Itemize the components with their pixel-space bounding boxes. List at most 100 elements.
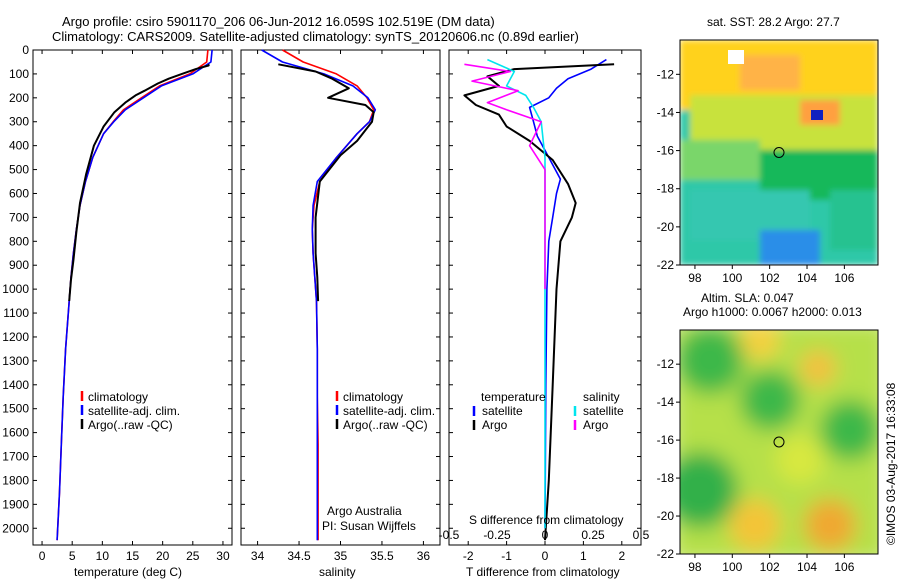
temp-series-1 [56,49,213,541]
sla-map-ytick-label: -16 [657,433,675,447]
sst-map-ytick-label: -18 [657,182,675,196]
diff-top-tick-label: -0.25 [483,528,511,542]
sal-xtick-label: 34.5 [287,549,311,563]
diff-legend-heading: salinity [583,390,620,404]
diff-top-tick-label: -0.5 [439,528,460,542]
sla-field [680,330,878,554]
depth-tick-label: 900 [9,258,29,272]
sst-field [680,40,878,265]
sst-map-ytick-label: -20 [657,220,675,234]
sal-xtick-label: 34 [251,549,265,563]
temp-xtick-label: 10 [96,549,110,563]
sst-map-xtick-label: 104 [797,271,817,285]
sst-map-xtick-label: 106 [834,271,854,285]
temp-legend-label: satellite-adj. clim. [88,404,180,418]
sal-legend-label: Argo(..raw -QC) [343,418,428,432]
credit-text: ©IMOS 03-Aug-2017 16:33:08 [884,382,898,545]
depth-tick-label: 2000 [2,521,29,535]
sst-shade [740,55,800,90]
sla-shade [800,350,836,386]
temp-xtick-label: 0 [39,549,46,563]
map-layer: 98 100 102 104 106 -12 -14 -16 -18 -20 -22 98 100 102… [657,39,879,574]
temp-xtick-label: 25 [186,549,200,563]
temp-xlabel: temperature (deg C) [74,565,182,579]
depth-tick-label: 1900 [2,497,29,511]
plot-layer: 0100200300400500600700800900100011001200… [2,43,649,563]
temp-legend-label: Argo(..raw -QC) [88,418,173,432]
sst-shade [760,230,820,265]
figure-title-line2: Climatology: CARS2009. Satellite-adjuste… [52,29,579,44]
depth-tick-label: 300 [9,115,29,129]
map1-title: sat. SST: 28.2 Argo: 27.7 [707,15,840,29]
sla-map-ytick-label: -12 [657,357,675,371]
diff-series-0 [528,58,607,529]
temp-xtick-label: 5 [69,549,76,563]
diff-xtick-label: 0 [542,549,549,563]
sla-shade [740,330,780,360]
diff-top-label: S difference from climatology [469,513,624,527]
depth-tick-label: 800 [9,234,29,248]
temp-axes-frame [32,49,233,546]
sal-xtick-label: 35 [334,549,348,563]
depth-tick-label: 1200 [2,330,29,344]
diff-xlabel: T difference from climatology [466,565,620,579]
diff-top-tick-label: 0.25 [581,528,605,542]
sal-series-1 [261,49,377,541]
sal-xtick-label: 35.5 [370,549,394,563]
figure-title-line1: Argo profile: csiro 5901170_206 06-Jun-2… [62,14,495,29]
sla-shade [729,499,781,551]
sal-annotation-2: PI: Susan Wijffels [322,519,416,533]
depth-tick-label: 200 [9,91,29,105]
sla-shade [740,370,800,430]
depth-tick-label: 1500 [2,402,29,416]
text-layer: sat. SST: 28.2 Argo: 27.7 Altim. SLA: 0.… [74,15,898,579]
diff-xtick-label: -1 [501,549,512,563]
depth-tick-label: 1700 [2,450,29,464]
diff-legend-label: Argo [583,418,609,432]
sst-map-ytick-label: -12 [657,67,675,81]
depth-tick-label: 0 [22,43,29,57]
sla-map-ytick-label: -18 [657,471,675,485]
sla-shade [680,330,744,394]
sst-map-ytick-label: -16 [657,144,675,158]
depth-tick-label: 700 [9,210,29,224]
sla-map-xtick-label: 106 [834,560,854,574]
sal-xtick-label: 36 [417,549,431,563]
sst-shading [680,40,878,265]
map2-subtitle: Argo h1000: 0.0067 h2000: 0.013 [683,305,862,319]
temp-series-0 [56,49,209,541]
diff-legend-heading: temperature [481,390,546,404]
sla-shading [680,330,878,554]
depth-tick-label: 1100 [3,306,29,320]
sst-shade [680,140,760,180]
temp-xtick-label: 20 [156,549,170,563]
sla-map-xtick-label: 100 [722,560,742,574]
sla-map-xtick-label: 104 [797,560,817,574]
depth-tick-label: 1400 [2,378,29,392]
sla-map-xtick-label: 102 [760,560,780,574]
depth-tick-label: 1300 [2,354,29,368]
diff-legend-label: Argo [482,418,508,432]
depth-tick-label: 1600 [2,426,29,440]
sst-map-ytick-label: -14 [657,105,675,119]
sla-shade [776,436,824,484]
diff-legend-label: satellite [482,404,523,418]
sla-map-profile-marker [773,436,785,448]
sla-map-xtick-label: 98 [688,560,702,574]
sla-map-ytick-label: -14 [657,395,675,409]
sst-missing-data [728,50,744,64]
diff-xtick-label: 2 [618,549,625,563]
sla-shade [820,400,878,460]
sst-map-xtick-label: 98 [688,271,702,285]
sla-shade [804,499,856,551]
sla-shade [680,452,738,528]
diff-legend-label: satellite [583,404,624,418]
sal-series-2 [278,63,375,302]
sst-cold-spot [811,110,823,120]
depth-tick-label: 1800 [2,473,29,487]
depth-tick-label: 1000 [2,282,29,296]
sst-map-xtick-label: 102 [760,271,780,285]
sla-map-ytick-label: -20 [657,509,675,523]
sst-map-frame [679,39,879,266]
